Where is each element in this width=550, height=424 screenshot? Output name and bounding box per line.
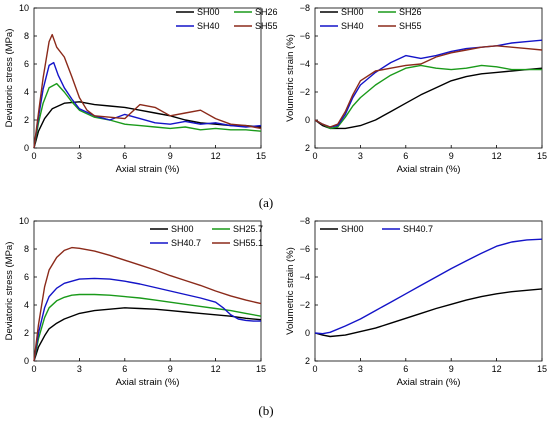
x-tick-label: 6: [122, 151, 127, 161]
legend-label: SH40.7: [403, 224, 433, 234]
x-tick-label: 12: [492, 364, 502, 374]
x-tick-label: 0: [312, 364, 317, 374]
y-tick-label: 0: [24, 143, 29, 153]
x-tick-label: 3: [77, 364, 82, 374]
panel-label-a: (a): [259, 195, 273, 210]
x-tick-label: 6: [122, 364, 127, 374]
legend: SH00 SH26 SH40 SH55: [176, 7, 278, 31]
legend-label: SH26: [255, 7, 278, 17]
y-tick-label: −4: [300, 59, 310, 69]
y-axis-label: Deviatoric stress (MPa): [4, 242, 15, 341]
y-tick-label: 8: [24, 244, 29, 254]
y-tick-label: 4: [24, 87, 29, 97]
series-line-sh40-7: [33, 277, 261, 362]
legend-label: SH55: [255, 21, 278, 31]
y-tick-label: −6: [300, 244, 310, 254]
x-tick-label: 6: [403, 364, 408, 374]
x-tick-label: 0: [31, 151, 36, 161]
x-tick-label: 15: [537, 151, 547, 161]
chart-1: 0 3 6 9 12 15 0 2 4 6 8 10 Axial strain (%) Deviatori…: [4, 3, 278, 175]
y-tick-label: 2: [24, 115, 29, 125]
plot-frame: [33, 7, 262, 149]
x-tick-label: 9: [168, 364, 173, 374]
x-tick-label: 3: [358, 151, 363, 161]
series-line-sh26: [314, 64, 542, 130]
series-line-sh40-7: [314, 238, 543, 335]
legend-label: SH55: [399, 21, 422, 31]
legend: SH00 SH25.7 SH40.7 SH55.1: [150, 224, 263, 248]
series-line-sh00: [314, 288, 543, 338]
y-tick-label: −8: [300, 216, 310, 226]
x-tick-label: 12: [211, 364, 221, 374]
series-line-sh55: [314, 45, 543, 128]
plot-frame: [33, 220, 262, 362]
y-tick-label: −6: [300, 31, 310, 41]
y-tick-label: 2: [305, 356, 310, 366]
series-line-sh00: [33, 101, 262, 149]
y-tick-label: −4: [300, 272, 310, 282]
y-tick-label: 10: [19, 3, 29, 13]
x-tick-label: 12: [211, 151, 221, 161]
y-axis-label: Deviatoric stress (MPa): [4, 29, 15, 128]
y-tick-label: 8: [24, 31, 29, 41]
legend-label: SH25.7: [233, 224, 263, 234]
series-line-sh40: [314, 39, 543, 128]
plot-frame: [314, 220, 543, 362]
y-tick-label: 4: [24, 300, 29, 310]
legend: SH00 SH26 SH40 SH55: [320, 7, 422, 31]
x-tick-label: 15: [256, 364, 266, 374]
y-tick-label: 2: [24, 328, 29, 338]
x-tick-label: 9: [168, 151, 173, 161]
panel-label-b: (b): [258, 403, 273, 418]
x-tick-label: 15: [537, 364, 547, 374]
x-tick-label: 0: [312, 151, 317, 161]
legend: SH00 SH40.7: [320, 224, 433, 234]
legend-label: SH00: [171, 224, 194, 234]
y-tick-label: 2: [305, 143, 310, 153]
y-axis-label: Volumetric strain (%): [285, 247, 296, 335]
x-tick-label: 9: [449, 151, 454, 161]
x-tick-label: 12: [492, 151, 502, 161]
x-axis-label: Axial strain (%): [397, 377, 461, 388]
legend-label: SH40.7: [171, 238, 201, 248]
series-line-sh00: [314, 67, 543, 130]
series-line-sh25-7: [33, 293, 262, 362]
x-tick-label: 9: [449, 364, 454, 374]
y-tick-label: −8: [300, 3, 310, 13]
legend-label: SH26: [399, 7, 422, 17]
x-tick-label: 0: [31, 364, 36, 374]
y-tick-label: 6: [24, 272, 29, 282]
series-line-sh55: [33, 33, 262, 149]
x-tick-label: 3: [358, 364, 363, 374]
x-axis-label: Axial strain (%): [397, 164, 461, 175]
y-tick-label: 10: [19, 216, 29, 226]
legend-label: SH40: [341, 21, 364, 31]
x-tick-label: 3: [77, 151, 82, 161]
legend-label: SH40: [197, 21, 220, 31]
x-tick-label: 6: [403, 151, 408, 161]
series-line-sh55-1: [33, 246, 262, 362]
y-tick-label: 0: [24, 356, 29, 366]
x-axis-label: Axial strain (%): [116, 164, 180, 175]
chart-3: 0 3 6 9 12 15 0 2 4 6 8 10 Axial strain (%) Deviatori…: [4, 216, 266, 388]
y-tick-label: −2: [300, 87, 310, 97]
legend-label: SH00: [341, 7, 364, 17]
series-line-sh26: [33, 82, 262, 149]
plot-frame: [314, 7, 543, 149]
y-tick-label: 6: [24, 59, 29, 69]
x-axis-label: Axial strain (%): [116, 377, 180, 388]
legend-label: SH55.1: [233, 238, 263, 248]
legend-label: SH00: [197, 7, 220, 17]
series-line-sh00: [33, 307, 262, 362]
y-tick-label: 0: [305, 328, 310, 338]
series-line-sh40: [33, 61, 262, 149]
x-tick-label: 15: [256, 151, 266, 161]
y-tick-label: 0: [305, 115, 310, 125]
y-axis-label: Volumetric strain (%): [285, 34, 296, 122]
legend-label: SH00: [341, 224, 364, 234]
y-tick-label: −2: [300, 300, 310, 310]
